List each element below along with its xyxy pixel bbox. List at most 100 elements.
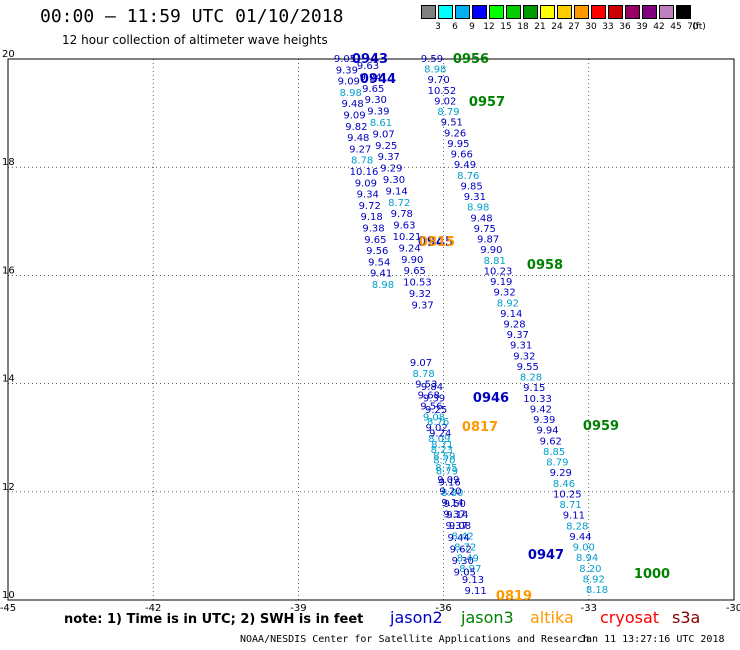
scale-label: 15 — [500, 22, 512, 32]
wave-height-value: 9.05 — [334, 54, 356, 65]
wave-height-value: 9.15 — [523, 383, 545, 394]
wave-height-value: 9.48 — [347, 133, 369, 144]
wave-height-value: 9.08 — [449, 521, 471, 532]
scale-label: 3 — [435, 22, 441, 32]
lat-tick-label: 14 — [2, 374, 15, 385]
wave-height-value: 10.33 — [523, 394, 552, 405]
wave-height-value: 9.62 — [540, 436, 562, 447]
wave-height-value: 9.25 — [425, 405, 447, 416]
scale-label: 42 — [653, 22, 665, 32]
wave-height-value: 9.09 — [338, 77, 360, 88]
wave-height-value: 9.37 — [378, 152, 400, 163]
satellite-legend-item: cryosat — [600, 608, 660, 627]
wave-height-value: 8.23 — [431, 445, 453, 456]
wave-height-value: 9.09 — [437, 475, 459, 486]
wave-height-value: 9.62 — [450, 544, 472, 555]
lat-tick-label: 16 — [2, 265, 15, 276]
wave-height-value: 9.39 — [367, 107, 389, 118]
wave-height-value: 8.72 — [454, 542, 476, 553]
wave-height-value: 9.37 — [411, 300, 433, 311]
note-text: note: 1) Time is in UTC; 2) SWH is in fe… — [64, 612, 364, 627]
wave-height-value: 9.37 — [443, 510, 465, 521]
wave-height-value: 8.71 — [559, 500, 581, 511]
wave-height-value: 9.09 — [343, 111, 365, 122]
wave-height-value: 9.20 — [439, 486, 461, 497]
pass-time-label: 0956 — [453, 52, 489, 67]
scale-label: 39 — [636, 22, 648, 32]
wave-height-value: 9.28 — [503, 320, 525, 331]
wave-height-value: 9.39 — [423, 394, 445, 405]
wave-height-value: 9.09 — [355, 178, 377, 189]
map-frame — [7, 58, 735, 601]
lat-tick-label: 12 — [2, 482, 15, 493]
wave-height-value: 9.24 — [359, 72, 381, 83]
wave-height-value: 8.79 — [546, 458, 568, 469]
scale-swatch — [472, 5, 487, 19]
wave-height-value: 9.11 — [563, 511, 585, 522]
satellite-legend-item: altika — [530, 608, 574, 627]
wave-height-value: 9.56 — [366, 246, 388, 257]
scale-swatch — [540, 5, 555, 19]
scale-swatch — [574, 5, 589, 19]
wave-height-value: 9.30 — [452, 556, 474, 567]
wave-height-value: 9.90 — [401, 255, 423, 266]
wave-height-value: 8.72 — [388, 198, 410, 209]
wave-height-value: 9.85 — [460, 181, 482, 192]
wave-height-value: 9.39 — [336, 65, 358, 76]
wave-height-value: 9.90 — [480, 245, 502, 256]
wave-height-value: 9.31 — [510, 341, 532, 352]
wave-height-value: 9.07 — [372, 129, 394, 140]
wave-height-value: 8.18 — [586, 585, 608, 596]
lon-tick-label: -30 — [726, 603, 740, 614]
wave-height-value: 9.31 — [464, 192, 486, 203]
scale-swatch — [421, 5, 436, 19]
scale-label: 45 — [670, 22, 682, 32]
wave-height-value: 8.20 — [579, 564, 601, 575]
wave-height-value: 8.71 — [431, 440, 453, 451]
wave-height-value: 9.32 — [409, 289, 431, 300]
wave-height-value: 9.14 — [441, 498, 463, 509]
satellite-legend-item: jason3 — [461, 608, 514, 627]
lon-tick-label: -45 — [0, 603, 16, 614]
scale-unit: (ft) — [692, 22, 706, 32]
scale-swatch — [438, 5, 453, 19]
wave-height-value: 10.23 — [484, 266, 513, 277]
wave-height-value: 9.82 — [345, 122, 367, 133]
wave-height-value: 9.32 — [493, 288, 515, 299]
wave-height-value: 8.78 — [351, 156, 373, 167]
lat-tick-label: 20 — [2, 49, 15, 60]
wave-height-value: 9.54 — [368, 257, 390, 268]
wave-height-value: 9.53 — [415, 380, 437, 391]
pass-time-label: 0947 — [528, 548, 564, 563]
wave-height-value: 9.44 — [569, 532, 591, 543]
wave-height-value: 9.59 — [421, 54, 443, 65]
satellite-legend-item: jason2 — [390, 608, 443, 627]
wave-height-value: 8.76 — [427, 417, 449, 428]
wave-height-value: 9.34 — [357, 190, 379, 201]
wave-height-value: 9.37 — [445, 521, 467, 532]
wave-height-value: 9.95 — [447, 139, 469, 150]
lat-tick-label: 10 — [2, 590, 15, 601]
wave-height-value: 9.70 — [427, 75, 449, 86]
wave-height-value: 8.85 — [543, 447, 565, 458]
wave-height-value: 9.44 — [448, 533, 470, 544]
wave-height-value: 8.79 — [436, 467, 458, 478]
wave-height-value: 8.79 — [437, 107, 459, 118]
scale-swatch — [676, 5, 691, 19]
page-title: 00:00 – 11:59 UTC 01/10/2018 — [40, 6, 344, 27]
wave-height-value: 9.38 — [362, 224, 384, 235]
wave-height-value: 9.02 — [434, 96, 456, 107]
wave-height-value: 8.81 — [484, 256, 506, 267]
scale-label: 70 — [687, 22, 699, 32]
wave-height-value: 9.30 — [383, 175, 405, 186]
wave-height-value: 8.70 — [433, 456, 455, 467]
wave-height-value: 10.21 — [393, 232, 422, 243]
page-subtitle: 12 hour collection of altimeter wave hei… — [62, 33, 328, 47]
wave-height-value: 8.98 — [340, 88, 362, 99]
wave-height-value: 9.50 — [444, 499, 466, 510]
wave-height-value: 9.65 — [362, 84, 384, 95]
wave-height-value: 9.25 — [375, 141, 397, 152]
pass-time-label: 0958 — [527, 258, 563, 273]
wave-height-value: 9.41 — [370, 269, 392, 280]
wave-height-value: 9.51 — [441, 118, 463, 129]
